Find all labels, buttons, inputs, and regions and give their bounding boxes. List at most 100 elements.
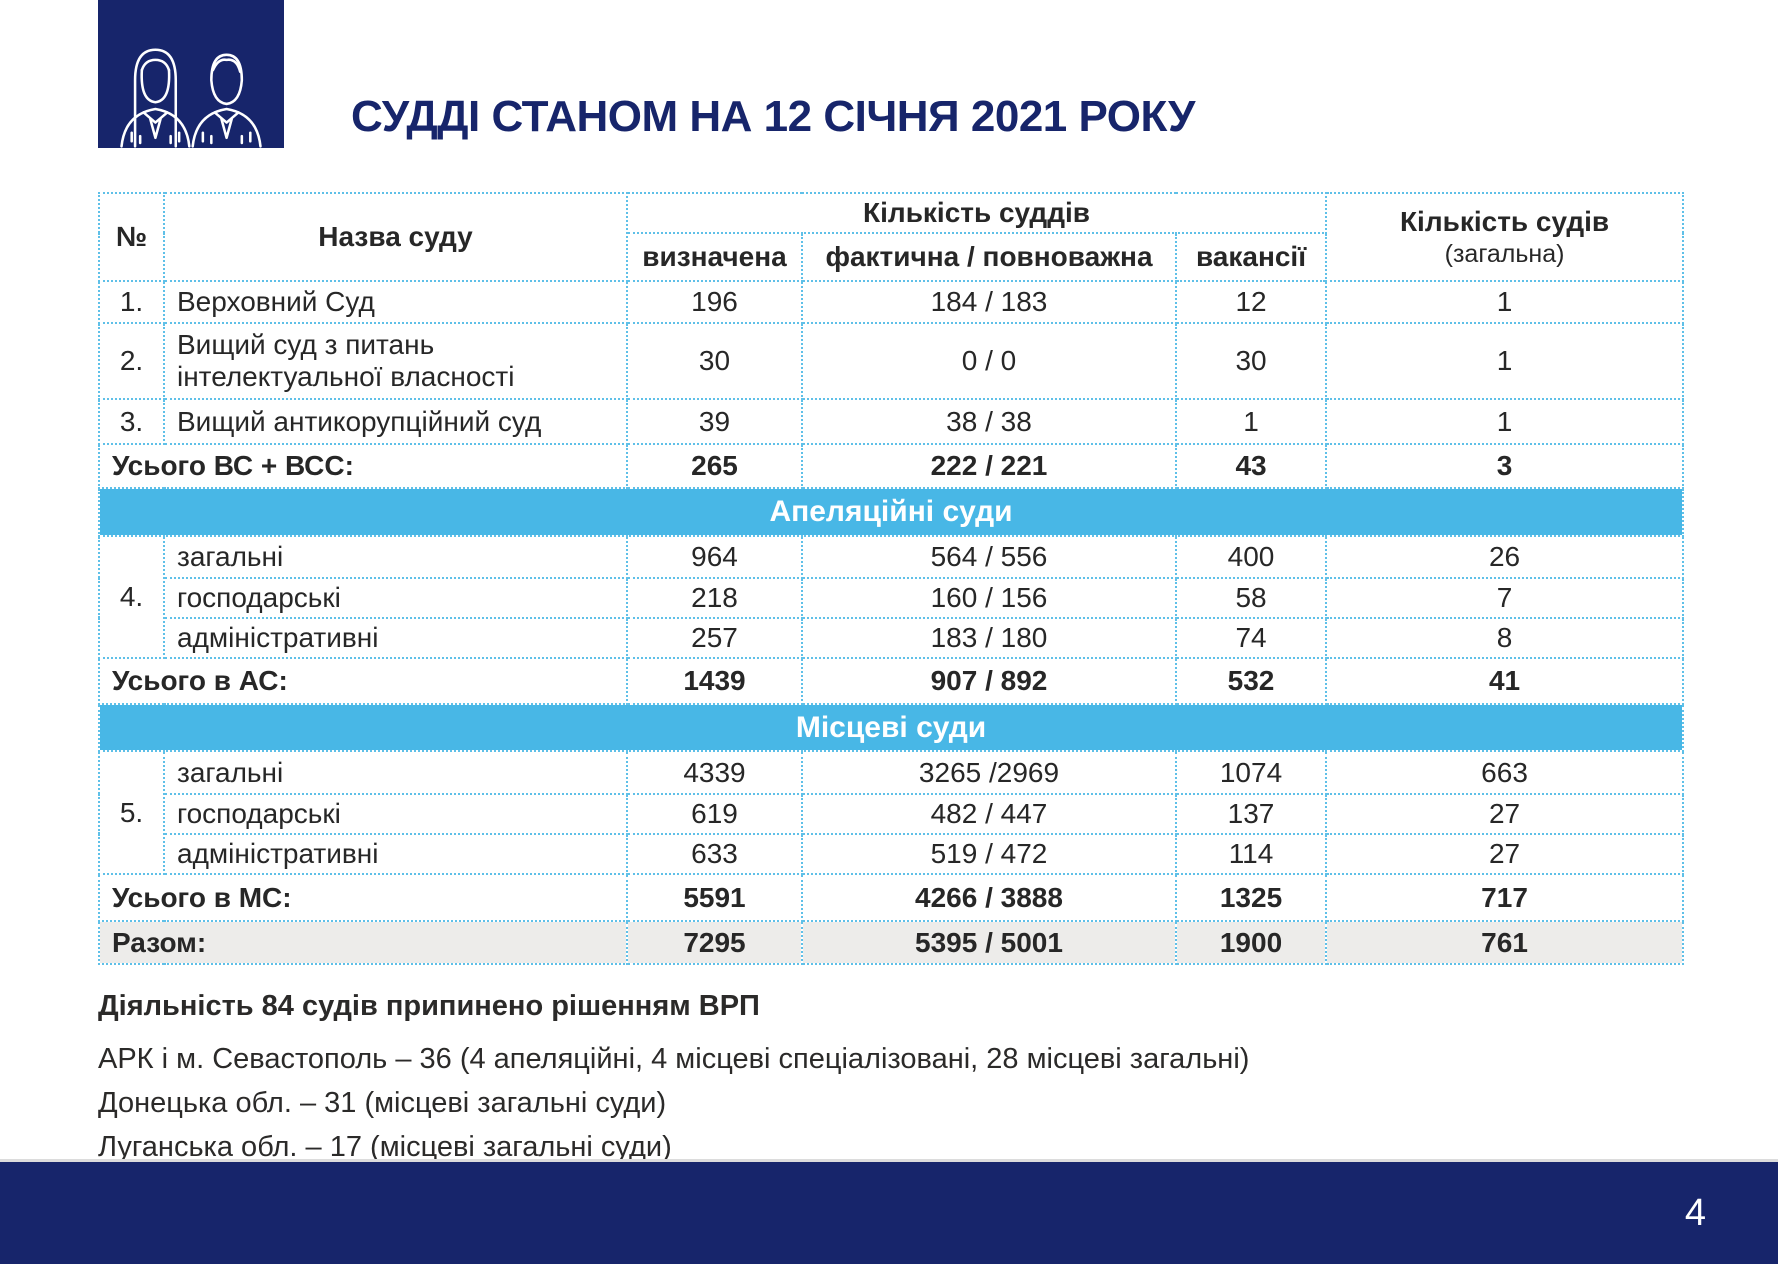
section-banner-label: Місцеві суди <box>97 703 1685 752</box>
cell-courts: 1 <box>1325 280 1685 324</box>
cell-court-name: Вищий антикорупційний суд <box>163 398 628 445</box>
cell-defined: 633 <box>626 833 803 875</box>
cell-actual: 564 / 556 <box>801 535 1177 579</box>
section-banner-label: Апеляційні суди <box>97 487 1685 537</box>
cell-courts: 3 <box>1325 443 1685 489</box>
col-header-actual: фактична / повноважна <box>801 232 1177 282</box>
page-title: СУДДІ СТАНОМ НА 12 СІЧНЯ 2021 РОКУ <box>351 92 1195 141</box>
total-label: Разом: <box>98 920 628 965</box>
table-row: адміністративні 257 183 / 180 74 8 <box>99 617 1685 659</box>
cell-courts: 27 <box>1325 833 1685 875</box>
table-row: 2. Вищий суд з питань інтелектуальної вл… <box>98 322 1685 400</box>
cell-vacancies: 1 <box>1174 398 1328 445</box>
notes-line-donetsk: Донецька обл. – 31 (місцеві загальні суд… <box>98 1087 667 1119</box>
section-banner-appeal: Апеляційні суди <box>97 487 1685 537</box>
table-row: 5. загальні 4339 3265 /2969 1074 663 <box>98 750 1685 875</box>
col-header-num: № <box>98 192 165 282</box>
cell-defined: 1439 <box>626 657 803 705</box>
cell-vacancies: 114 <box>1174 833 1328 875</box>
cell-court-name: Верховний Суд <box>163 280 628 324</box>
table-row: 4. загальні 964 564 / 556 400 26 <box>98 535 1685 659</box>
table-row: 3. Вищий антикорупційний суд 39 38 / 38 … <box>98 398 1685 445</box>
cell-vacancies: 74 <box>1174 617 1328 659</box>
cell-defined: 7295 <box>626 920 803 965</box>
cell-defined: 619 <box>626 793 803 835</box>
notes-heading: Діяльність 84 судів припинено рішенням В… <box>98 990 760 1022</box>
cell-defined: 5591 <box>626 873 803 922</box>
total-row-ac: Усього в АС: 1439 907 / 892 532 41 <box>98 657 1685 705</box>
notes-block: Діяльність 84 судів припинено рішенням В… <box>98 990 1498 1169</box>
total-label: Усього в АС: <box>98 657 628 705</box>
notes-line-luhansk: Луганська обл. – 17 (місцеві загальні су… <box>98 1131 672 1163</box>
cell-actual: 184 / 183 <box>801 280 1177 324</box>
footer-bar: 4 <box>0 1159 1778 1264</box>
cell-vacancies: 43 <box>1174 443 1328 489</box>
cell-court-name: Вищий суд з питань інтелектуальної власн… <box>163 322 628 400</box>
cell-court-name: загальні <box>163 535 628 579</box>
cell-vacancies: 1074 <box>1174 750 1328 795</box>
cell-court-name: господарські <box>163 577 628 619</box>
cell-actual: 38 / 38 <box>801 398 1177 445</box>
cell-num: 2. <box>98 322 165 400</box>
table-row: 1. Верховний Суд 196 184 / 183 12 1 <box>98 280 1685 324</box>
courts-count-label: Кількість судів <box>1399 205 1610 237</box>
cell-num: 5. <box>98 750 165 875</box>
cell-num: 4. <box>98 535 165 659</box>
courts-count-note: (загальна) <box>1444 239 1565 268</box>
cell-vacancies: 400 <box>1174 535 1328 579</box>
table-row: адміністративні 633 519 / 472 114 27 <box>99 833 1685 875</box>
cell-defined: 265 <box>626 443 803 489</box>
cell-courts: 26 <box>1325 535 1685 579</box>
cell-defined: 964 <box>626 535 803 579</box>
cell-actual: 519 / 472 <box>801 833 1177 875</box>
cell-defined: 196 <box>626 280 803 324</box>
cell-defined: 257 <box>626 617 803 659</box>
cell-courts: 717 <box>1325 873 1685 922</box>
cell-defined: 30 <box>626 322 803 400</box>
cell-vacancies: 12 <box>1174 280 1328 324</box>
cell-num: 1. <box>98 280 165 324</box>
cell-defined: 218 <box>626 577 803 619</box>
table-header-row-2: визначена фактична / повноважна вакансії <box>99 232 1683 282</box>
table-row: господарські 619 482 / 447 137 27 <box>99 793 1685 835</box>
cell-actual: 3265 /2969 <box>801 750 1177 795</box>
cell-defined: 4339 <box>626 750 803 795</box>
cell-courts: 663 <box>1325 750 1685 795</box>
cell-court-name: адміністративні <box>163 617 628 659</box>
notes-line-ark: АРК і м. Севастополь – 36 (4 апеляційні,… <box>98 1043 1250 1075</box>
cell-courts: 27 <box>1325 793 1685 835</box>
col-header-defined: визначена <box>626 232 803 282</box>
page-number: 4 <box>1684 1191 1706 1234</box>
judges-logo <box>98 0 284 148</box>
judges-table: № Назва суду Кількість суддів Кількість … <box>97 192 1685 965</box>
cell-courts: 1 <box>1325 398 1685 445</box>
total-label: Усього в МС: <box>98 873 628 922</box>
cell-court-name: загальні <box>163 750 628 795</box>
cell-actual: 0 / 0 <box>801 322 1177 400</box>
total-row-mc: Усього в МС: 5591 4266 / 3888 1325 717 <box>98 873 1685 922</box>
cell-courts: 41 <box>1325 657 1685 705</box>
grand-total-row: Разом: 7295 5395 / 5001 1900 761 <box>98 920 1685 965</box>
table-header-row-1: № Назва суду Кількість суддів Кількість … <box>98 192 1685 282</box>
col-header-courts-count: Кількість судів (загальна) <box>1325 192 1685 282</box>
cell-num: 3. <box>98 398 165 445</box>
total-row-vs-vss: Усього ВС + ВСС: 265 222 / 221 43 3 <box>98 443 1685 489</box>
cell-courts: 1 <box>1325 322 1685 400</box>
cell-actual: 907 / 892 <box>801 657 1177 705</box>
cell-actual: 5395 / 5001 <box>801 920 1177 965</box>
cell-actual: 482 / 447 <box>801 793 1177 835</box>
two-judges-icon <box>120 48 262 148</box>
col-header-vacancies: вакансії <box>1174 232 1328 282</box>
total-label: Усього ВС + ВСС: <box>98 443 628 489</box>
cell-vacancies: 58 <box>1174 577 1328 619</box>
cell-courts: 761 <box>1325 920 1685 965</box>
cell-actual: 222 / 221 <box>801 443 1177 489</box>
cell-courts: 7 <box>1325 577 1685 619</box>
cell-vacancies: 30 <box>1174 322 1328 400</box>
cell-court-name: адміністративні <box>163 833 628 875</box>
table-row: господарські 218 160 / 156 58 7 <box>99 577 1685 619</box>
col-header-judges-group: Кількість суддів <box>625 192 1328 234</box>
cell-vacancies: 137 <box>1174 793 1328 835</box>
cell-vacancies: 1325 <box>1174 873 1328 922</box>
